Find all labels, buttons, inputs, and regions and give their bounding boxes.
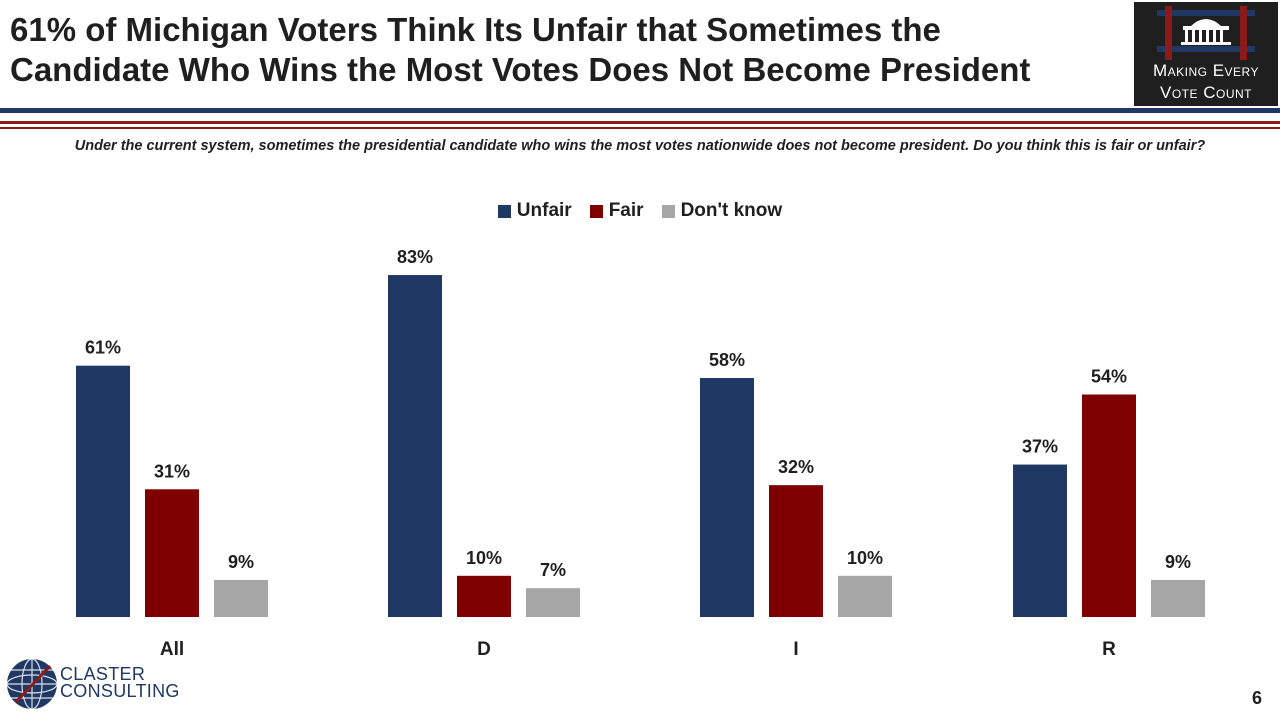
bar-d-don-t-know <box>526 588 580 617</box>
footer-brand-line-2: CONSULTING <box>60 681 180 702</box>
legend-label-unfair: Unfair <box>516 200 572 221</box>
bar-all-don-t-know <box>214 579 268 617</box>
logo-text: Making Every Vote Count <box>1134 60 1278 104</box>
legend-swatch-dont-know <box>661 204 675 218</box>
title-rule-red <box>0 121 1280 124</box>
bar-i-unfair <box>700 378 754 617</box>
bar-i-don-t-know <box>838 575 892 617</box>
bar-d-unfair <box>388 275 442 617</box>
bar-chart: 61% 31% 9% All 83% 10% 7% D 58% 32% 10% I 37% 54% 9% R <box>76 247 1205 660</box>
making-every-vote-count-logo: Making Every Vote Count <box>1134 2 1278 106</box>
bar-d-fair <box>457 575 511 617</box>
chart-legend: Unfair Fair Don't know <box>0 200 1280 222</box>
logo-text-line-2: Vote Count <box>1159 83 1252 103</box>
category-label-i: I <box>793 639 798 660</box>
legend-item-fair: Fair <box>589 200 644 222</box>
data-label-i-don-t-know: 10% <box>847 548 883 568</box>
survey-question: Under the current system, sometimes the … <box>74 138 1206 154</box>
page-title: 61% of Michigan Voters Think Its Unfair … <box>10 10 1120 89</box>
page-number: 6 <box>1251 688 1262 708</box>
legend-label-dont-know: Don't know <box>680 200 783 221</box>
data-label-r-unfair: 37% <box>1022 437 1058 457</box>
title-rule-gap <box>0 113 1280 117</box>
footer-brand-line-1: CLASTER <box>60 664 146 684</box>
data-label-all-don-t-know: 9% <box>228 552 254 572</box>
category-label-r: R <box>1102 639 1116 660</box>
claster-consulting-wordmark: CLASTER CONSULTING <box>60 664 180 702</box>
legend-swatch-unfair <box>497 204 511 218</box>
title-line-2: Candidate Who Wins the Most Votes Does N… <box>10 50 1031 88</box>
data-label-i-unfair: 58% <box>709 350 745 370</box>
data-label-d-don-t-know: 7% <box>540 560 566 580</box>
bar-r-fair <box>1082 394 1136 617</box>
data-label-r-fair: 54% <box>1091 367 1127 387</box>
category-label-d: D <box>477 639 491 660</box>
title-line-1: 61% of Michigan Voters Think Its Unfair … <box>10 11 941 48</box>
legend-swatch-fair <box>589 204 603 218</box>
bar-i-fair <box>769 485 823 617</box>
data-label-r-don-t-know: 9% <box>1165 552 1191 572</box>
data-label-d-unfair: 83% <box>397 247 433 267</box>
legend-item-dont-know: Don't know <box>661 200 783 222</box>
data-label-all-unfair: 61% <box>85 338 121 358</box>
bar-all-unfair <box>76 365 130 617</box>
data-label-i-fair: 32% <box>778 457 814 477</box>
claster-consulting-globe-icon <box>6 658 58 710</box>
bar-r-unfair <box>1013 464 1067 617</box>
bar-all-fair <box>145 489 199 617</box>
data-label-d-fair: 10% <box>466 548 502 568</box>
title-rule-red-thin <box>0 127 1280 129</box>
logo-text-line-1: Making Every <box>1152 61 1260 80</box>
white-house-icon <box>1157 6 1255 60</box>
bar-r-don-t-know <box>1151 579 1205 617</box>
data-label-all-fair: 31% <box>154 461 190 481</box>
legend-label-fair: Fair <box>608 200 644 221</box>
category-label-all: All <box>160 639 184 660</box>
legend-item-unfair: Unfair <box>497 200 572 222</box>
title-rule-navy <box>0 108 1280 113</box>
